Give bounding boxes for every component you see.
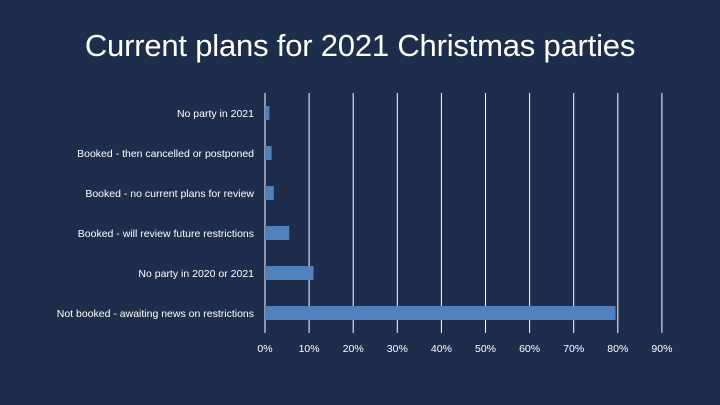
category-label: No party in 2021	[177, 108, 254, 120]
x-tick-label: 60%	[519, 343, 540, 355]
x-tick-label: 50%	[475, 343, 496, 355]
x-tick-label: 30%	[387, 343, 408, 355]
category-label: Booked - will review future restrictions	[78, 228, 254, 240]
category-label: Booked - no current plans for review	[85, 188, 254, 200]
x-tick-label: 10%	[299, 343, 320, 355]
bar	[265, 306, 616, 320]
bar	[265, 226, 290, 240]
x-tick-label: 90%	[651, 343, 672, 355]
bar	[265, 186, 274, 200]
x-tick-label: 80%	[607, 343, 628, 355]
category-label: No party in 2020 or 2021	[138, 268, 254, 280]
category-label: Booked - then cancelled or postponed	[77, 148, 254, 160]
category-label: Not booked - awaiting news on restrictio…	[57, 308, 254, 320]
x-tick-label: 20%	[343, 343, 364, 355]
bar	[265, 146, 272, 160]
chart-title: Current plans for 2021 Christmas parties	[84, 28, 636, 63]
x-tick-label: 70%	[563, 343, 584, 355]
x-tick-label: 40%	[431, 343, 452, 355]
bar	[265, 106, 270, 120]
bar	[265, 266, 314, 280]
x-tick-label: 0%	[257, 343, 272, 355]
